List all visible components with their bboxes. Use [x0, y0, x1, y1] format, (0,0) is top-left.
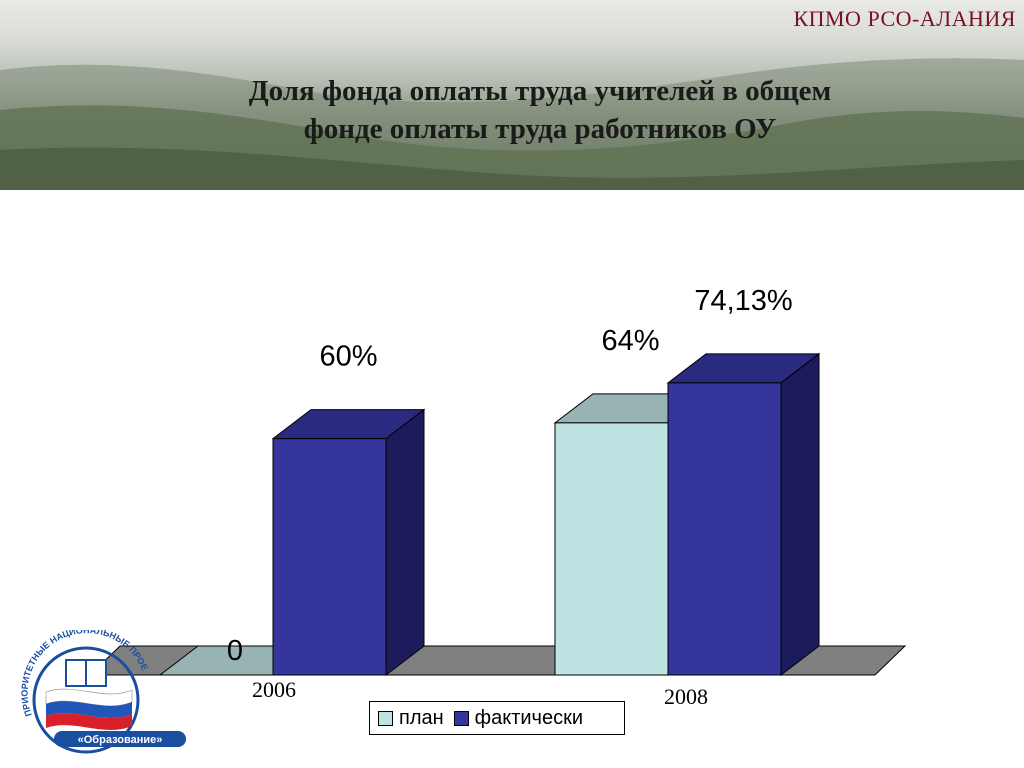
education-project-logo: ПРИОРИТЕТНЫЕ НАЦИОНАЛЬНЫЕ ПРОЕКТЫ «Образ…: [14, 630, 186, 754]
header-banner: КПМО РСО-АЛАНИЯ Доля фонда оплаты труда …: [0, 0, 1024, 190]
slide-title: Доля фонда оплаты труда учителей в общем…: [170, 72, 910, 148]
value-label-2008-fact: 74,13%: [694, 285, 792, 317]
logo-ring: [32, 646, 140, 754]
title-line-1: Доля фонда оплаты труда учителей в общем: [248, 75, 832, 107]
bar-2008-plan: [554, 422, 669, 676]
value-labels-layer: 0 60% 64% 74,13%: [227, 285, 793, 667]
landscape-image: [0, 58, 1024, 190]
legend-label-fact: фактически: [474, 706, 584, 729]
bars-layer: [158, 352, 821, 677]
bar-side-2008-fact: [780, 352, 820, 677]
legend-item-plan: план: [378, 707, 444, 730]
bar-chart: 0 60% 64% 74,13% 2006 2008: [88, 285, 907, 709]
legend-label-plan: план: [399, 706, 444, 729]
legend-swatch-fact: [453, 710, 469, 726]
flag-stripe-red: [46, 713, 132, 730]
logo-badge-text: «Образование»: [78, 734, 163, 746]
legend-swatch-plan: [378, 710, 393, 726]
logo-badge: [54, 731, 186, 747]
title-line-2: фонде оплаты труда работников ОУ: [303, 113, 777, 145]
bar-side-2006-fact: [385, 408, 425, 677]
org-label: КПМО РСО-АЛАНИЯ: [793, 6, 1016, 31]
bar-2008-fact: [667, 382, 782, 676]
legend-item-fact: фактически: [453, 706, 584, 730]
category-label-2006: 2006: [252, 677, 296, 702]
flag-stripe-blue: [46, 701, 132, 718]
value-label-2006-fact: 60%: [319, 341, 377, 373]
value-label-2008-plan: 64%: [601, 325, 659, 357]
category-label-2008: 2008: [664, 684, 708, 709]
value-label-2006-plan: 0: [227, 635, 243, 667]
bar-2006-fact: [272, 438, 387, 676]
legend: план фактически: [369, 701, 625, 735]
